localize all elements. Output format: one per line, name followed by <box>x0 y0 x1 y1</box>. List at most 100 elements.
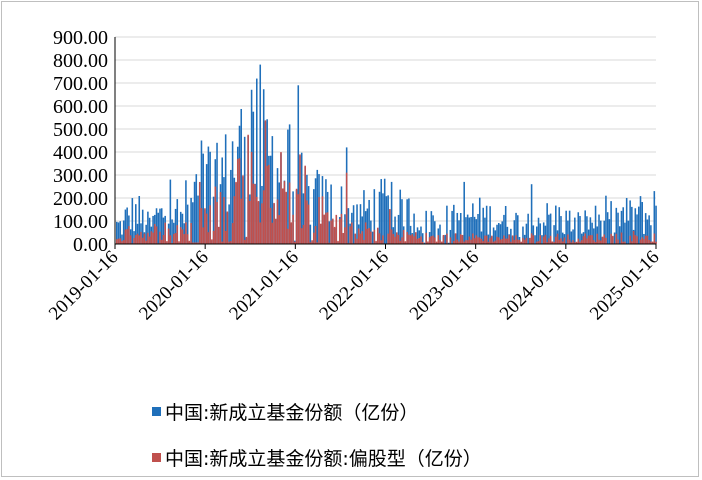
bar-equity-fund-shares <box>363 240 365 244</box>
bar-equity-fund-shares <box>420 236 422 244</box>
y-tick-label: 800.00 <box>53 50 108 72</box>
legend-swatch-blue <box>152 407 161 416</box>
bar-equity-fund-shares <box>311 240 313 244</box>
bar-equity-fund-shares <box>251 152 253 244</box>
bar-new-fund-shares <box>527 214 529 244</box>
bar-equity-fund-shares <box>154 224 156 244</box>
bar-new-fund-shares <box>192 202 194 244</box>
bar-equity-fund-shares <box>256 197 258 244</box>
bar-equity-fund-shares <box>602 237 604 244</box>
bar-equity-fund-shares <box>545 235 547 244</box>
bar-equity-fund-shares <box>351 223 353 244</box>
bars-new-fund-shares <box>116 65 657 244</box>
bar-equity-fund-shares <box>227 211 229 244</box>
bar-new-fund-shares <box>157 213 159 244</box>
bar-equity-fund-shares <box>202 227 204 244</box>
bar-equity-fund-shares <box>501 239 503 244</box>
bar-equity-fund-shares <box>581 240 583 244</box>
bar-equity-fund-shares <box>647 236 649 244</box>
bar-new-fund-shares <box>353 205 355 244</box>
bar-new-fund-shares <box>329 221 331 244</box>
bar-equity-fund-shares <box>182 229 184 244</box>
bar-equity-fund-shares <box>457 240 459 244</box>
bar-equity-fund-shares <box>489 238 491 244</box>
chart-svg: 900.00800.00700.00600.00500.00400.00300.… <box>0 0 702 400</box>
bar-equity-fund-shares <box>455 233 457 244</box>
x-tick-label: 2020-01-16 <box>135 247 213 325</box>
bar-equity-fund-shares <box>265 120 267 244</box>
bar-equity-fund-shares <box>636 236 638 244</box>
bar-equity-fund-shares <box>204 208 206 244</box>
bar-equity-fund-shares <box>216 202 218 244</box>
bar-equity-fund-shares <box>263 190 265 244</box>
y-tick-label: 400.00 <box>53 142 108 164</box>
bar-new-fund-shares <box>579 216 581 244</box>
bar-new-fund-shares <box>457 213 459 244</box>
bar-equity-fund-shares <box>215 187 217 244</box>
bar-equity-fund-shares <box>306 200 308 244</box>
bar-new-fund-shares <box>386 196 388 244</box>
bar-equity-fund-shares <box>612 236 614 244</box>
bar-equity-fund-shares <box>268 165 270 244</box>
bar-equity-fund-shares <box>403 230 405 244</box>
bar-equity-fund-shares <box>240 199 242 244</box>
bar-new-fund-shares <box>609 219 611 244</box>
y-tick-label: 300.00 <box>53 165 108 187</box>
bar-equity-fund-shares <box>325 213 327 244</box>
bar-equity-fund-shares <box>368 228 370 244</box>
bar-equity-fund-shares <box>327 212 329 244</box>
bar-equity-fund-shares <box>431 236 433 244</box>
bar-new-fund-shares <box>640 196 642 244</box>
bar-equity-fund-shares <box>597 234 599 244</box>
bar-equity-fund-shares <box>439 240 441 244</box>
bar-equity-fund-shares <box>370 232 372 244</box>
bar-equity-fund-shares <box>503 235 505 244</box>
bar-new-fund-shares <box>638 207 640 244</box>
bar-equity-fund-shares <box>261 203 263 244</box>
bar-equity-fund-shares <box>211 239 213 244</box>
bar-equity-fund-shares <box>365 222 367 244</box>
bar-equity-fund-shares <box>140 232 142 244</box>
bar-equity-fund-shares <box>425 233 427 244</box>
bar-equity-fund-shares <box>284 181 286 244</box>
bar-equity-fund-shares <box>446 234 448 244</box>
bar-new-fund-shares <box>259 65 261 244</box>
bar-equity-fund-shares <box>603 235 605 245</box>
bar-equity-fund-shares <box>119 238 121 244</box>
legend-swatch-red <box>152 453 161 462</box>
bar-equity-fund-shares <box>291 222 293 244</box>
bar-equity-fund-shares <box>486 236 488 244</box>
bar-equity-fund-shares <box>522 238 524 244</box>
bar-equity-fund-shares <box>401 237 403 244</box>
bar-equity-fund-shares <box>396 232 398 244</box>
legend-label-new-fund-shares: 中国:新成立基金份额（亿份） <box>165 398 418 425</box>
bar-equity-fund-shares <box>577 239 579 244</box>
bar-equity-fund-shares <box>247 135 249 244</box>
bar-new-fund-shares <box>624 223 626 244</box>
bar-new-fund-shares <box>221 157 223 244</box>
bar-equity-fund-shares <box>164 223 166 244</box>
bar-equity-fund-shares <box>199 182 201 244</box>
bar-equity-fund-shares <box>633 231 635 244</box>
bar-new-fund-shares <box>451 211 453 244</box>
y-tick-label: 600.00 <box>53 96 108 118</box>
bar-equity-fund-shares <box>508 235 510 244</box>
bar-new-fund-shares <box>505 206 507 244</box>
bar-equity-fund-shares <box>418 238 420 244</box>
bar-equity-fund-shares <box>484 236 486 244</box>
bar-equity-fund-shares <box>123 240 125 244</box>
bar-new-fund-shares <box>622 207 624 244</box>
bar-equity-fund-shares <box>583 236 585 244</box>
bar-equity-fund-shares <box>640 240 642 244</box>
bar-equity-fund-shares <box>320 224 322 244</box>
bar-equity-fund-shares <box>389 209 391 244</box>
bar-equity-fund-shares <box>278 215 280 244</box>
bar-equity-fund-shares <box>476 235 478 244</box>
bar-equity-fund-shares <box>349 226 351 244</box>
bar-equity-fund-shares <box>213 231 215 244</box>
bar-equity-fund-shares <box>450 237 452 244</box>
bar-equity-fund-shares <box>472 233 474 244</box>
bar-equity-fund-shares <box>491 236 493 244</box>
bar-equity-fund-shares <box>287 229 289 244</box>
bar-equity-fund-shares <box>437 235 439 244</box>
